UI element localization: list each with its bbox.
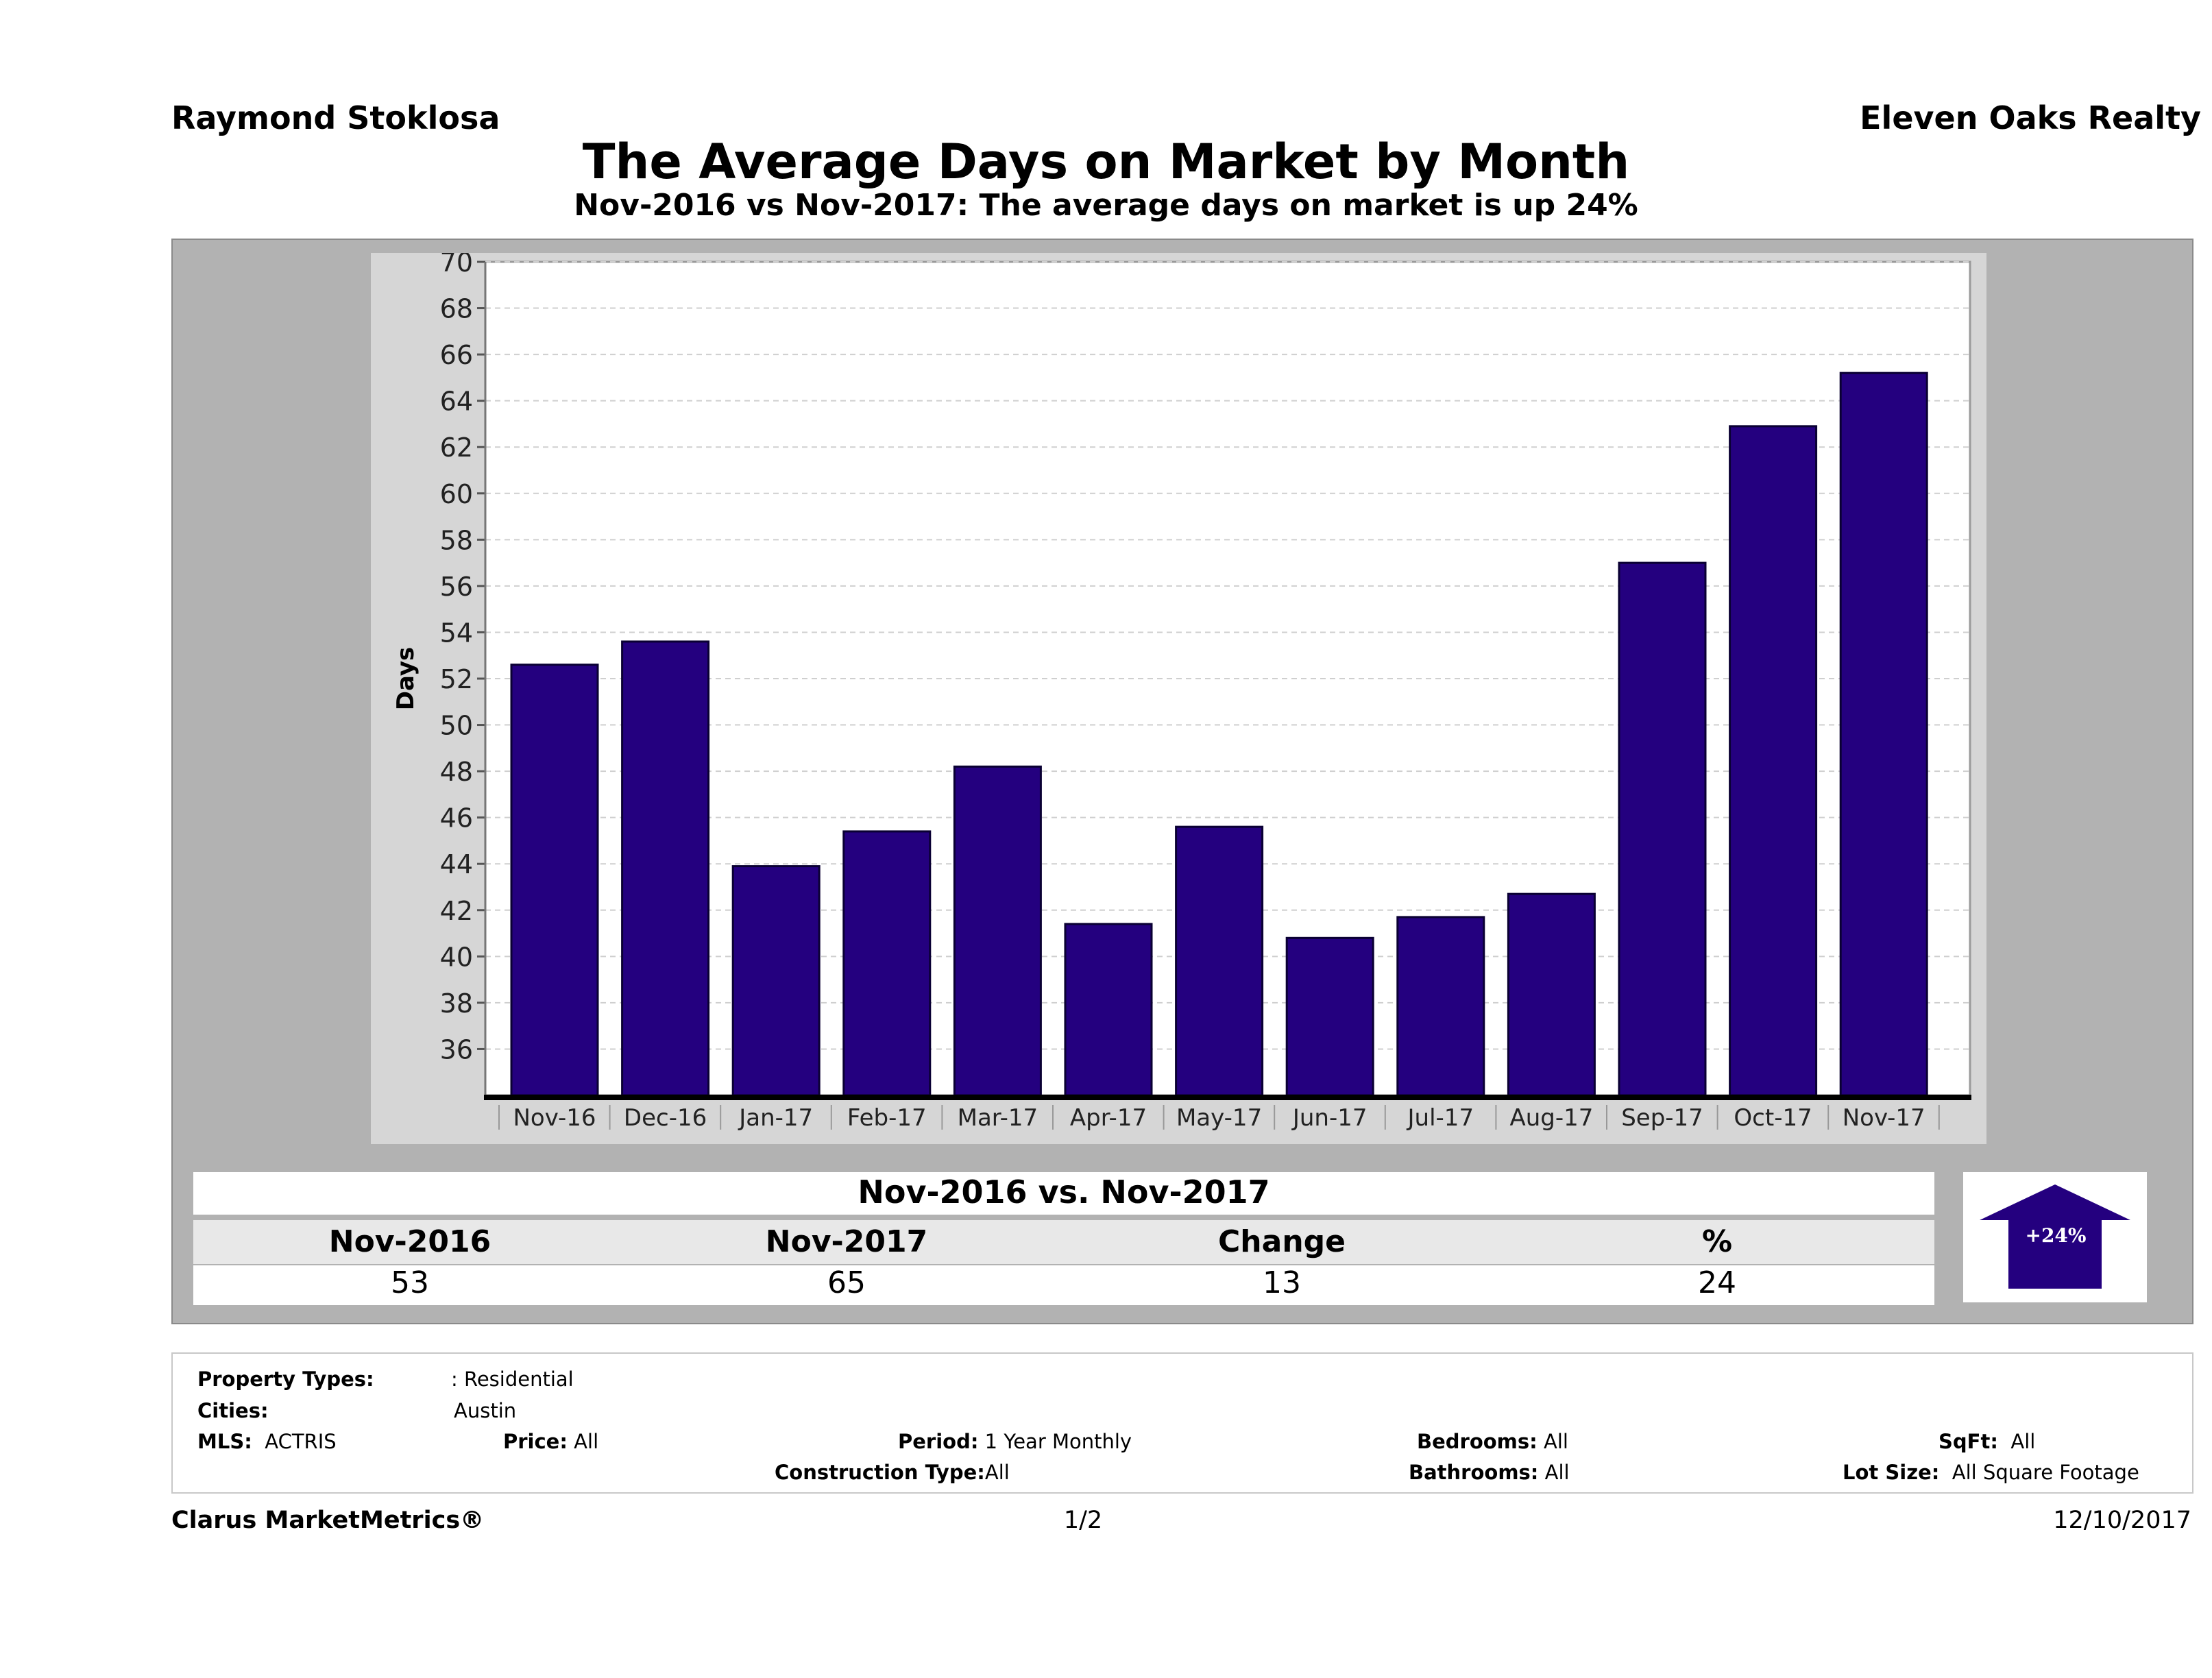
mls-value: ACTRIS bbox=[265, 1430, 337, 1453]
x-tick-label: Feb-17 bbox=[847, 1104, 927, 1132]
price-label: Price: bbox=[503, 1430, 568, 1453]
bar-feb-17 bbox=[842, 830, 932, 1097]
up-arrow-icon bbox=[1980, 1184, 2130, 1289]
x-tick-label: Oct-17 bbox=[1734, 1104, 1812, 1132]
x-tick-label: Apr-17 bbox=[1070, 1104, 1147, 1132]
sqft-value: All bbox=[2010, 1430, 2036, 1453]
summary-col-nov2016: Nov-2016 bbox=[328, 1224, 491, 1259]
bar-sep-17 bbox=[1618, 561, 1707, 1097]
y-tick-label: 58 bbox=[440, 525, 473, 555]
bedrooms-label: Bedrooms: bbox=[1417, 1430, 1538, 1453]
bar-apr-17 bbox=[1064, 923, 1153, 1097]
x-tick-label: Nov-16 bbox=[513, 1104, 596, 1132]
agent-name: Raymond Stoklosa bbox=[171, 99, 500, 136]
property-types-value: : Residential bbox=[451, 1367, 574, 1391]
y-tick-label: 64 bbox=[440, 387, 473, 417]
period-label: Period: bbox=[898, 1430, 979, 1453]
property-types-label: Property Types: bbox=[197, 1367, 374, 1391]
bathrooms-value: All bbox=[1544, 1461, 1570, 1484]
construction-type-value: All bbox=[984, 1461, 1010, 1484]
summary-heading-band bbox=[193, 1172, 1934, 1215]
x-tick-label: Dec-16 bbox=[624, 1104, 707, 1132]
summary-col-nov2017: Nov-2017 bbox=[765, 1224, 928, 1259]
lot-size-label: Lot Size: bbox=[1843, 1461, 1940, 1484]
summary-col-percent: % bbox=[1701, 1224, 1733, 1259]
x-tick-label: Jun-17 bbox=[1291, 1104, 1368, 1132]
bedrooms-value: All bbox=[1543, 1430, 1568, 1453]
bar-jan-17 bbox=[731, 865, 821, 1097]
filter-panel: Property Types: : Residential Cities: Au… bbox=[171, 1352, 2193, 1494]
summary-value-nov2017: 65 bbox=[827, 1265, 866, 1300]
y-tick-label: 62 bbox=[440, 433, 473, 463]
bar-may-17 bbox=[1175, 825, 1264, 1097]
x-tick-label: Aug-17 bbox=[1509, 1104, 1593, 1132]
bar-jul-17 bbox=[1396, 916, 1485, 1097]
y-tick-label: 66 bbox=[440, 340, 473, 370]
x-tick-label: Mar-17 bbox=[958, 1104, 1038, 1132]
page-subtitle: Nov-2016 vs Nov-2017: The average days o… bbox=[574, 188, 1638, 223]
bar-chart: 36 38 40 42 44 46 48 50 52 54 56 58 60 62 64 66 68 70 Days… bbox=[392, 253, 1971, 1132]
brokerage-name: Eleven Oaks Realty bbox=[1860, 99, 2201, 136]
x-tick-label: May-17 bbox=[1176, 1104, 1262, 1132]
y-tick-label: 36 bbox=[440, 1034, 473, 1065]
summary-col-change: Change bbox=[1218, 1224, 1346, 1259]
summary-value-percent: 24 bbox=[1698, 1265, 1736, 1300]
bar-nov-17 bbox=[1839, 372, 1928, 1097]
summary-value-row bbox=[193, 1265, 1934, 1305]
y-tick-label: 48 bbox=[440, 757, 473, 787]
x-tick-label: Nov-17 bbox=[1843, 1104, 1925, 1132]
lot-size-value: All Square Footage bbox=[1952, 1461, 2139, 1484]
bar-jun-17 bbox=[1285, 936, 1374, 1097]
cities-label: Cities: bbox=[197, 1399, 269, 1422]
summary-header-row bbox=[193, 1220, 1934, 1264]
y-tick-label: 44 bbox=[440, 849, 473, 879]
y-tick-label: 40 bbox=[440, 942, 473, 972]
y-tick-label: 38 bbox=[440, 988, 473, 1019]
change-badge-label: +24% bbox=[2025, 1224, 2087, 1247]
cities-value: Austin bbox=[454, 1399, 517, 1422]
construction-type-label: Construction Type: bbox=[775, 1461, 985, 1484]
y-tick-label: 56 bbox=[440, 572, 473, 602]
y-tick-label: 60 bbox=[440, 479, 473, 509]
y-tick-label: 68 bbox=[440, 294, 473, 324]
price-value: All bbox=[574, 1430, 599, 1453]
x-tick-label: Jan-17 bbox=[738, 1104, 813, 1132]
y-tick-label: 70 bbox=[440, 253, 473, 278]
footer-brand: Clarus MarketMetrics® bbox=[171, 1507, 485, 1534]
bar-dec-16 bbox=[621, 640, 710, 1097]
bar-aug-17 bbox=[1507, 892, 1596, 1097]
bathrooms-label: Bathrooms: bbox=[1409, 1461, 1539, 1484]
sqft-label: SqFt: bbox=[1938, 1430, 1998, 1453]
summary-value-nov2016: 53 bbox=[391, 1265, 429, 1300]
bar-nov-16 bbox=[510, 664, 599, 1097]
summary-value-change: 13 bbox=[1263, 1265, 1301, 1300]
y-tick-label: 46 bbox=[440, 803, 473, 834]
page-title: The Average Days on Market by Month bbox=[582, 134, 1630, 190]
bar-oct-17 bbox=[1729, 425, 1818, 1097]
y-tick-label: 54 bbox=[440, 618, 473, 648]
change-badge-box bbox=[1963, 1172, 2147, 1302]
x-tick-label: Sep-17 bbox=[1621, 1104, 1703, 1132]
y-tick-label: 50 bbox=[440, 711, 473, 741]
footer-page-number: 1/2 bbox=[1063, 1507, 1103, 1534]
y-tick-label: 52 bbox=[440, 664, 473, 694]
x-tick-label: Jul-17 bbox=[1407, 1104, 1474, 1132]
period-value: 1 Year Monthly bbox=[984, 1430, 1132, 1453]
bar-mar-17 bbox=[953, 765, 1042, 1097]
mls-label: MLS: bbox=[197, 1430, 252, 1453]
y-tick-label: 42 bbox=[440, 896, 473, 926]
footer-date: 12/10/2017 bbox=[2053, 1507, 2191, 1534]
y-axis-title: Days bbox=[392, 647, 420, 711]
summary-heading: Nov-2016 vs. Nov-2017 bbox=[858, 1174, 1270, 1211]
